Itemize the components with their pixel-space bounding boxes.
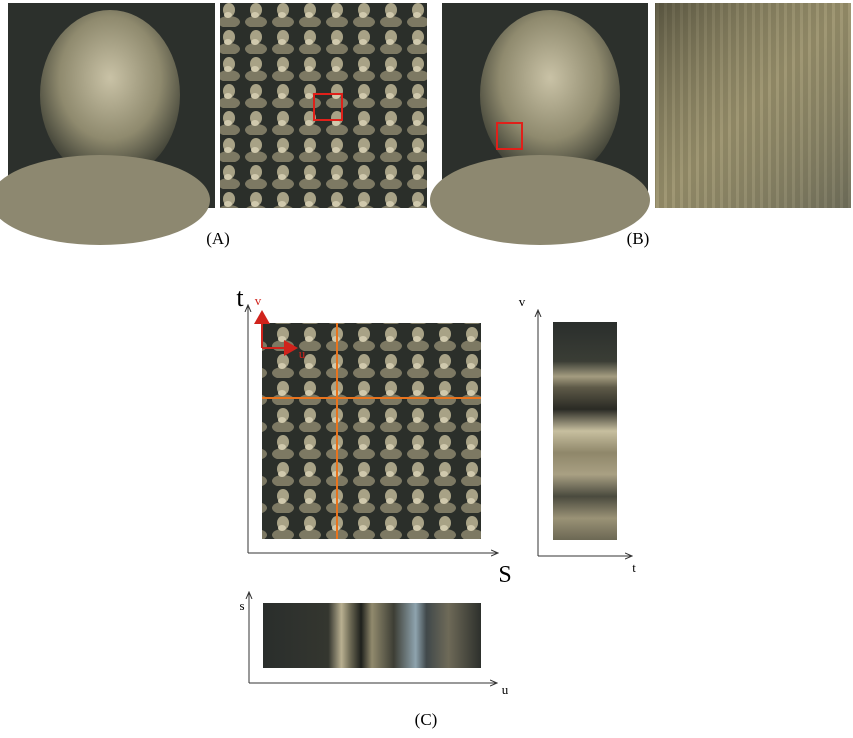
- axis-label: t: [236, 283, 244, 312]
- caption: (C): [415, 710, 438, 729]
- panel-a: (A): [0, 3, 427, 248]
- axis-label: v: [519, 294, 526, 309]
- page: (A) (B) t S v u v t s u (C) (() => {: [0, 0, 853, 738]
- light-field-grid: [220, 3, 427, 208]
- statue-head: [480, 10, 620, 180]
- epi-image: [553, 322, 617, 540]
- statue-head: [40, 10, 180, 180]
- statue-collar: [0, 155, 210, 245]
- light-field-grid: [262, 323, 481, 539]
- refocused-shade: [655, 3, 851, 208]
- figure: (A) (B) t S v u v t s u (C): [0, 0, 853, 738]
- axis-label: u: [502, 682, 509, 697]
- epi-image: [263, 603, 481, 668]
- statue-collar: [430, 155, 650, 245]
- caption: (A): [206, 229, 230, 248]
- panel-b: (B): [430, 3, 851, 248]
- axis-label: S: [498, 562, 511, 588]
- local-label: u: [299, 346, 306, 361]
- axis-label: t: [632, 560, 636, 575]
- caption: (B): [627, 229, 650, 248]
- panel-c: t S v u v t s u (C): [236, 283, 636, 729]
- local-label: v: [255, 293, 262, 308]
- axis-label: s: [239, 598, 244, 613]
